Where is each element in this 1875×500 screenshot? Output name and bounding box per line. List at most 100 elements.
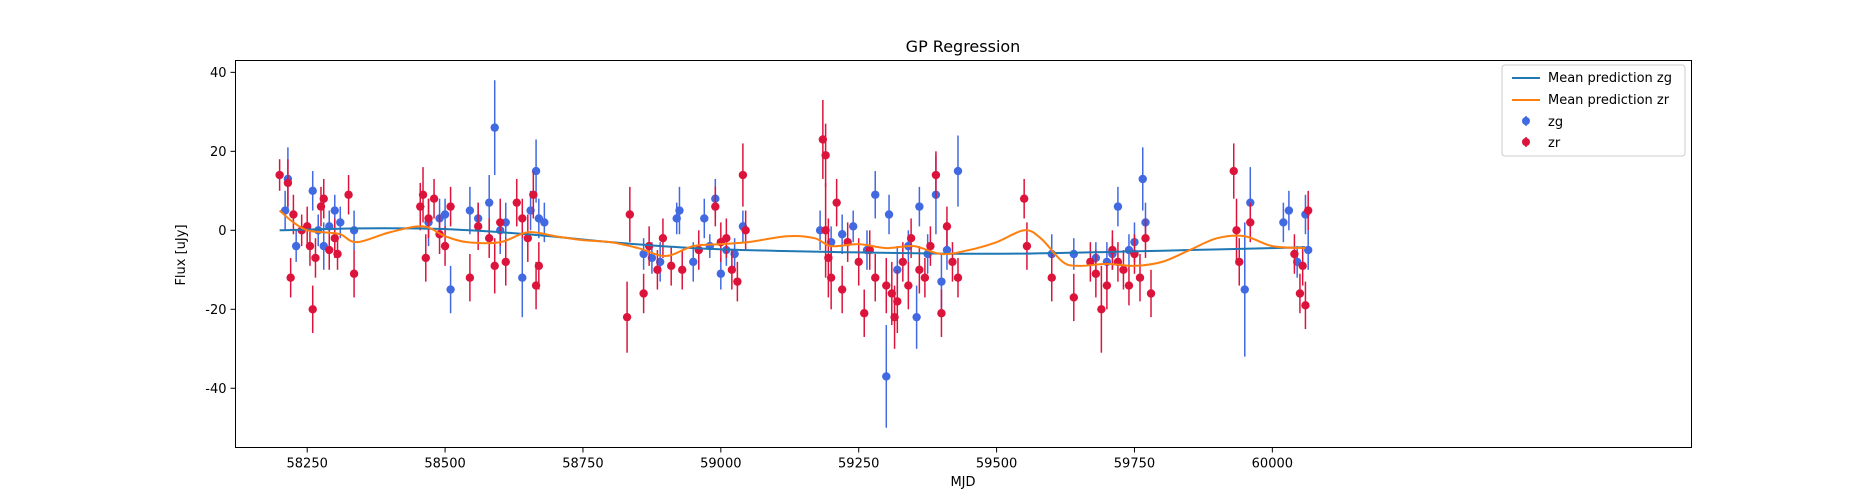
point-zr-43 <box>678 265 687 274</box>
plot-data <box>275 80 1313 428</box>
point-zr-13 <box>333 249 342 259</box>
point-zr-76 <box>942 222 952 231</box>
point-zr-53 <box>821 151 830 160</box>
y-tick-label: -40 <box>205 382 226 397</box>
point-zr-31 <box>518 214 527 223</box>
line-mean-prediction-zg <box>279 227 1306 255</box>
point-zr-14 <box>344 190 353 199</box>
point-zg-68 <box>1284 206 1294 215</box>
point-zg-17 <box>490 123 499 132</box>
legend-box <box>1501 64 1686 157</box>
point-zg-3 <box>308 186 317 196</box>
point-zr-49 <box>733 277 742 286</box>
point-zg-63 <box>1138 174 1147 184</box>
point-zg-4 <box>314 226 323 235</box>
point-zr-20 <box>429 194 439 203</box>
line-mean-prediction-zr <box>278 209 1306 267</box>
x-tick-label: 59250 <box>838 457 879 472</box>
point-zr-50 <box>738 170 748 180</box>
point-zg-44 <box>882 372 891 381</box>
point-zr-1 <box>283 178 293 188</box>
point-zr-22 <box>440 241 450 251</box>
point-zr-70 <box>906 234 916 243</box>
point-zg-14 <box>465 206 475 215</box>
point-zr-82 <box>1069 293 1079 302</box>
point-zr-81 <box>1047 273 1056 282</box>
point-zg-41 <box>848 222 858 231</box>
point-zr-33 <box>529 190 538 199</box>
point-zr-75 <box>937 309 946 318</box>
point-zg-2 <box>291 241 301 251</box>
point-zg-34 <box>716 269 726 278</box>
chart-title: GP Regression <box>906 37 1021 56</box>
point-zr-26 <box>484 234 494 243</box>
legend-swatch-zr-point <box>1522 138 1530 146</box>
point-zr-95 <box>1229 166 1238 176</box>
y-axis-label: Flux [uJy] <box>174 224 189 285</box>
x-tick-label: 59500 <box>976 457 1017 472</box>
point-zr-79 <box>1019 194 1029 203</box>
legend: Mean prediction zg Mean prediction zr zg… <box>1501 64 1686 157</box>
point-zr-73 <box>926 241 935 251</box>
point-zr-90 <box>1124 281 1134 290</box>
point-zg-8 <box>336 218 345 227</box>
point-zr-27 <box>490 261 499 271</box>
point-zg-25 <box>639 249 648 259</box>
point-zr-72 <box>920 273 930 282</box>
point-zr-94 <box>1146 289 1156 298</box>
x-tick-label: 60000 <box>1252 457 1293 472</box>
point-zr-40 <box>653 265 662 274</box>
point-zr-30 <box>512 198 521 207</box>
legend-label-zg-line: Mean prediction zg <box>1548 71 1672 86</box>
x-tick-label: 58250 <box>287 457 328 472</box>
point-zr-42 <box>666 261 676 271</box>
point-zr-98 <box>1246 218 1255 227</box>
point-zg-65 <box>1240 285 1249 294</box>
point-zr-71 <box>915 265 924 274</box>
point-zg-31 <box>700 214 709 223</box>
point-zr-6 <box>305 241 315 251</box>
point-zr-78 <box>953 273 963 282</box>
point-zr-80 <box>1022 241 1032 251</box>
point-zr-84 <box>1091 269 1101 278</box>
point-zr-35 <box>534 261 544 271</box>
point-zr-24 <box>465 273 475 282</box>
point-zr-68 <box>898 257 908 267</box>
point-zg-24 <box>540 218 549 227</box>
point-zr-8 <box>311 253 320 263</box>
point-zr-29 <box>501 257 510 267</box>
point-zr-0 <box>275 170 284 180</box>
point-zr-41 <box>658 234 668 243</box>
point-zg-56 <box>1069 249 1079 259</box>
point-zg-52 <box>937 277 946 286</box>
point-zr-86 <box>1102 281 1112 290</box>
point-zr-67 <box>893 297 902 306</box>
legend-swatch-zg-point <box>1522 117 1530 125</box>
point-zr-10 <box>319 194 328 203</box>
point-zr-44 <box>694 245 703 255</box>
legend-label-zg: zg <box>1548 115 1563 130</box>
point-zr-64 <box>882 281 891 290</box>
point-zr-63 <box>871 273 880 282</box>
point-zg-29 <box>675 206 684 215</box>
point-zr-69 <box>904 281 913 290</box>
point-zg-43 <box>871 190 880 199</box>
point-zr-3 <box>289 210 298 219</box>
point-zr-60 <box>854 257 863 267</box>
point-zr-103 <box>1303 206 1313 215</box>
point-zr-36 <box>622 312 632 322</box>
point-zr-77 <box>948 257 957 267</box>
point-zr-32 <box>523 234 533 243</box>
point-zg-48 <box>912 312 921 322</box>
point-zr-57 <box>832 198 841 207</box>
point-zr-37 <box>625 210 635 219</box>
point-zr-47 <box>722 234 731 243</box>
y-tick-label: 20 <box>210 145 227 160</box>
point-zr-2 <box>286 273 295 282</box>
point-zr-25 <box>473 222 483 231</box>
y-tick-label: -20 <box>205 303 226 318</box>
point-zg-67 <box>1279 218 1288 227</box>
point-zr-87 <box>1108 245 1117 255</box>
point-zr-74 <box>931 170 941 180</box>
